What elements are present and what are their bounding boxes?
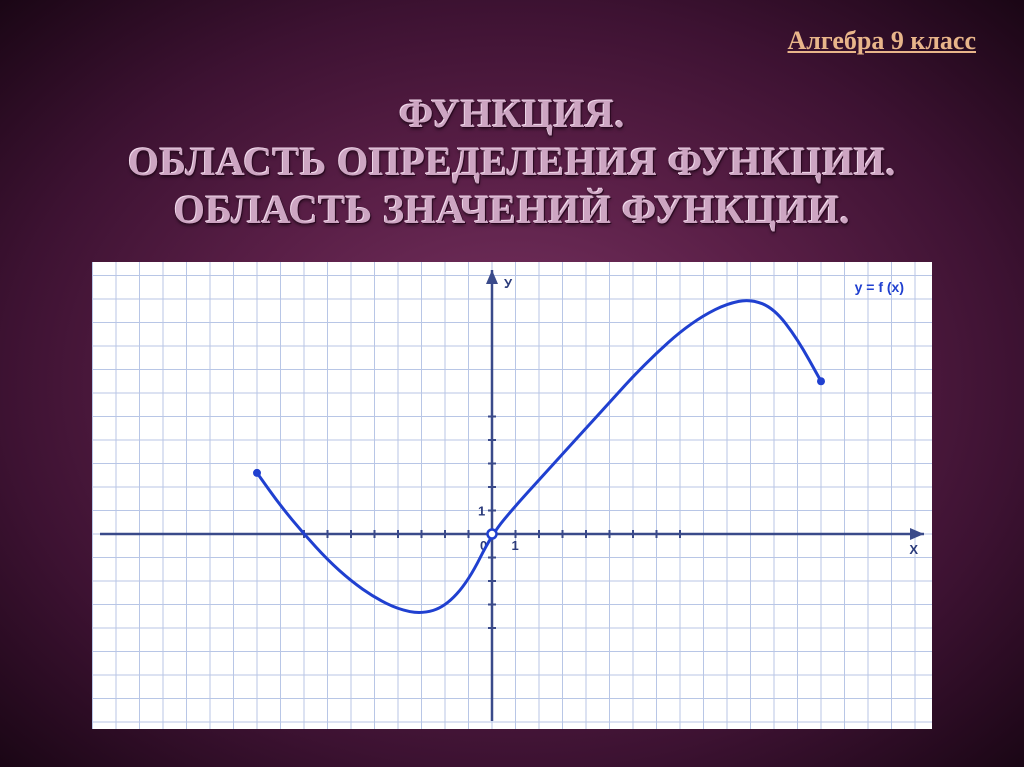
subject-link[interactable]: Алгебра 9 класс: [788, 26, 976, 56]
title-line-1: Функция.: [0, 90, 1024, 138]
title-line-3: Область значений функции.: [0, 186, 1024, 234]
svg-text:1: 1: [512, 538, 519, 553]
function-chart: УX011y = f (x): [92, 262, 932, 729]
slide-title: Функция. Область определения функции. Об…: [0, 90, 1024, 234]
title-line-2: Область определения функции.: [0, 138, 1024, 186]
svg-text:X: X: [909, 542, 918, 557]
chart-svg: УX011y = f (x): [92, 262, 932, 729]
svg-text:У: У: [504, 276, 513, 291]
svg-text:y = f (x): y = f (x): [855, 279, 904, 295]
svg-text:1: 1: [478, 504, 485, 519]
